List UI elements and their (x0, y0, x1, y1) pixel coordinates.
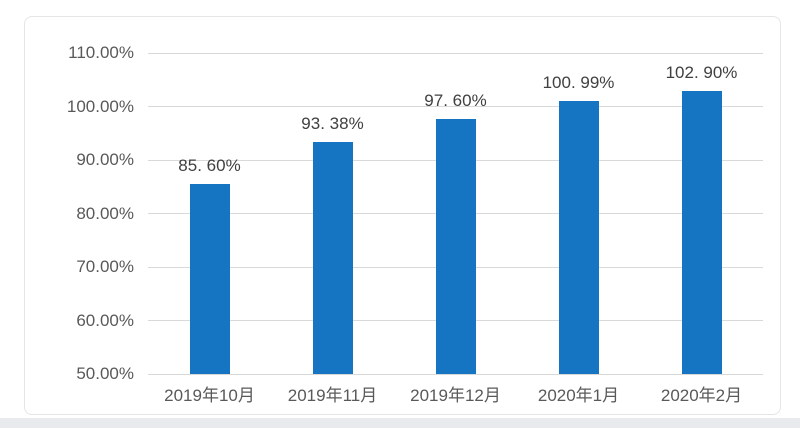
bar (435, 119, 476, 374)
bar-value-label: 85. 60% (178, 155, 241, 175)
y-axis-tick-label: 70.00% (76, 257, 134, 276)
bar (312, 141, 353, 374)
bar-value-label: 102. 90% (665, 62, 738, 82)
x-axis-tick-label: 2020年2月 (660, 386, 743, 405)
x-axis-tick-label: 2019年10月 (164, 386, 255, 405)
bar (189, 183, 230, 374)
gridline (148, 373, 763, 375)
y-axis-tick-label: 50.00% (76, 364, 134, 383)
bar-value-label: 93. 38% (301, 113, 364, 133)
y-axis-tick-label: 110.00% (68, 43, 134, 62)
gridline (148, 52, 763, 54)
y-axis-tick-label: 60.00% (76, 310, 134, 330)
bar-chart-plot-area: 110.00% 100.00% 90.00% 80.00% 70.00% 60.00% 50… (67, 43, 763, 405)
chart-card: 110.00% 100.00% 90.00% 80.00% 70.00% 60.00% 50… (24, 16, 781, 415)
y-axis-tick-label: 80.00% (76, 203, 134, 223)
gridline (148, 106, 763, 107)
x-axis-tick-label: 2019年12月 (410, 386, 501, 405)
bar (558, 101, 599, 374)
bar-value-label: 100. 99% (542, 73, 615, 93)
x-axis-tick-label: 2019年11月 (287, 386, 378, 405)
footer-strip (0, 418, 800, 428)
bar (681, 90, 722, 374)
bar-value-label: 97. 60% (424, 91, 487, 111)
y-axis-tick-label: 100.00% (66, 96, 134, 116)
y-axis-tick-label: 90.00% (76, 150, 134, 169)
x-axis-tick-label: 2020年1月 (537, 386, 620, 405)
